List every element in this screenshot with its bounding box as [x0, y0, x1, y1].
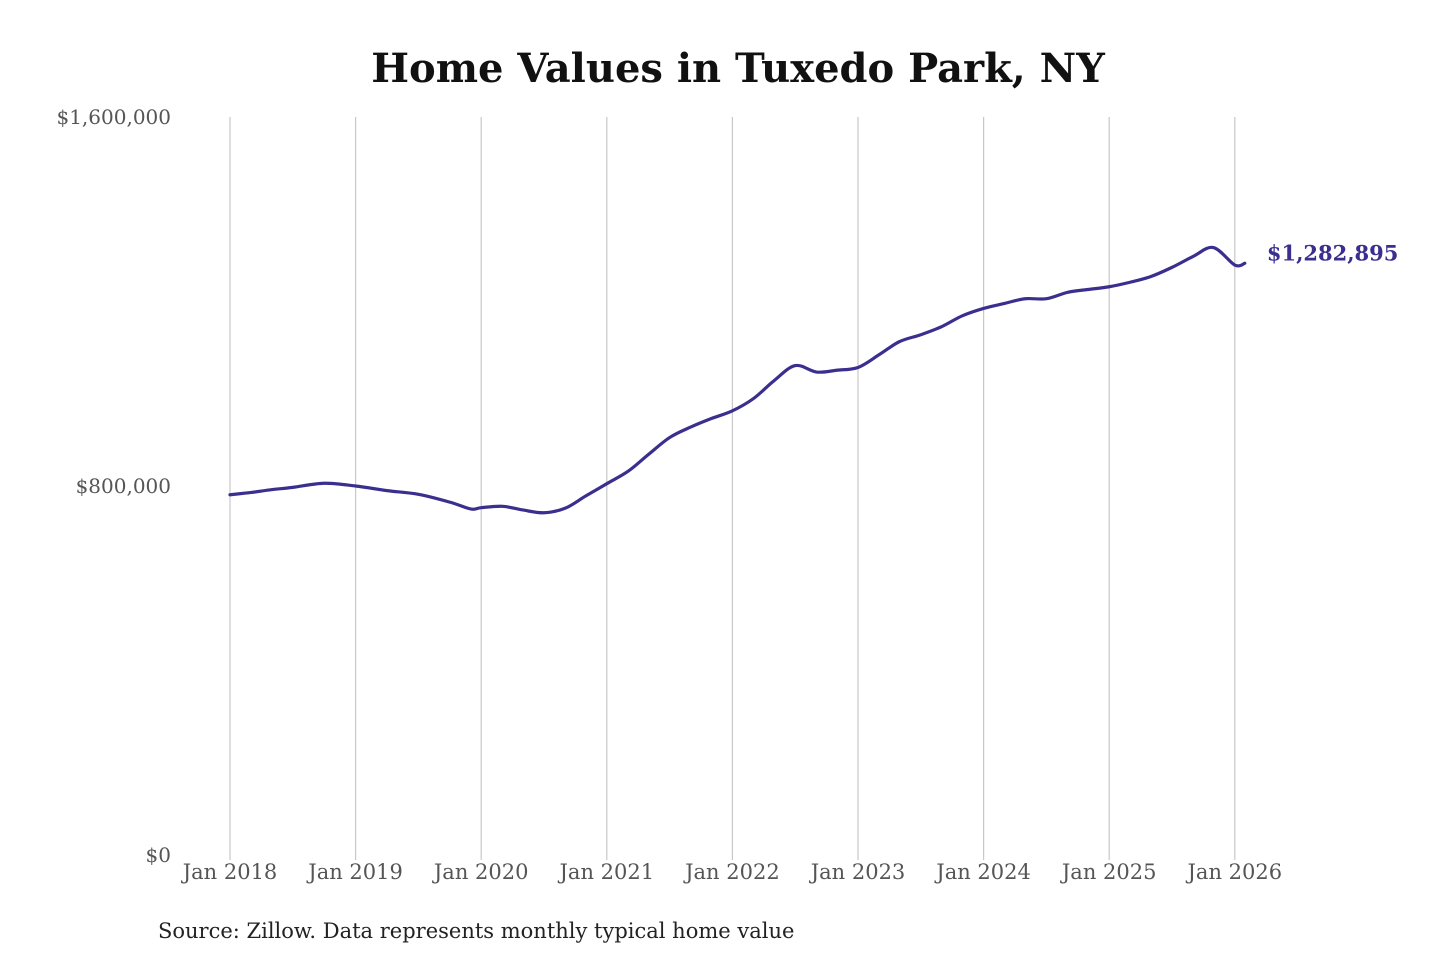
y-axis-ticks: $0 $800,000 $1,600,000: [56, 105, 171, 867]
x-tick-label: Jan 2019: [306, 860, 403, 884]
y-tick-label: $0: [146, 843, 171, 867]
series-layer: [228, 245, 1247, 515]
x-tick-label: Jan 2023: [809, 860, 906, 884]
grid-layer: [229, 117, 1236, 860]
x-tick-label: Jan 2021: [558, 860, 655, 884]
x-tick-label: Jan 2024: [934, 860, 1031, 884]
chart-title: Home Values in Tuxedo Park, NY: [371, 45, 1105, 92]
source-note: Source: Zillow. Data represents monthly …: [158, 919, 794, 943]
x-tick-label: Jan 2022: [683, 860, 780, 884]
x-tick-label: Jan 2020: [432, 860, 529, 884]
x-axis-ticks: Jan 2018 Jan 2019 Jan 2020 Jan 2021 Jan 2022…: [181, 860, 1282, 884]
x-tick-label: Jan 2018: [181, 860, 278, 884]
series-line-0: [228, 245, 1247, 515]
x-tick-label: Jan 2025: [1060, 860, 1157, 884]
y-tick-label: $800,000: [76, 474, 171, 498]
x-tick-label: Jan 2026: [1186, 860, 1283, 884]
end-value-label: $1,282,895: [1267, 240, 1399, 265]
y-tick-label: $1,600,000: [56, 105, 171, 129]
